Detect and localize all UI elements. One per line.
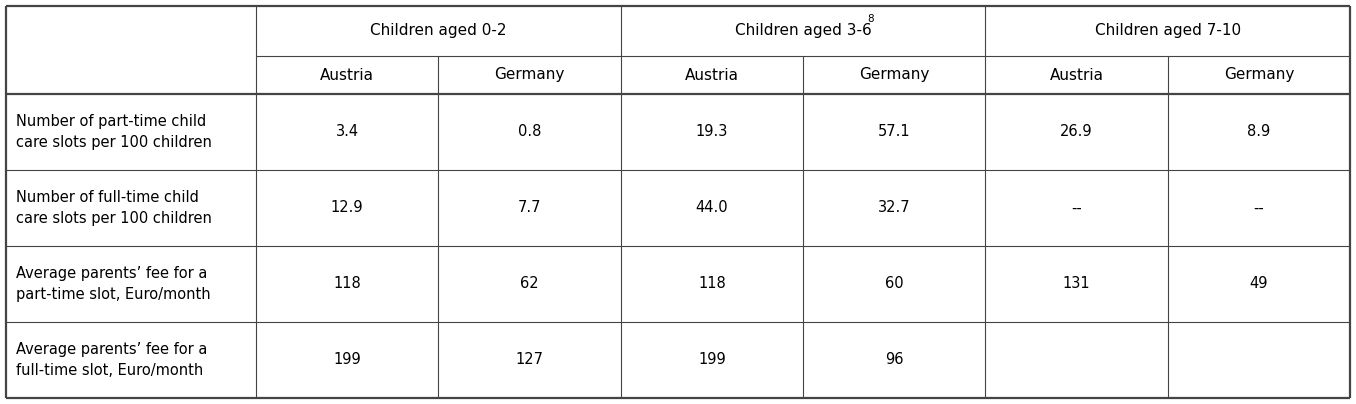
Text: Average parents’ fee for a
part-time slot, Euro/month: Average parents’ fee for a part-time slo… bbox=[16, 266, 210, 302]
Text: 32.7: 32.7 bbox=[877, 200, 910, 215]
Text: 26.9: 26.9 bbox=[1060, 124, 1093, 139]
Text: 96: 96 bbox=[885, 353, 903, 368]
Text: 199: 199 bbox=[698, 353, 725, 368]
Text: --: -- bbox=[1253, 200, 1264, 215]
Text: Number of part-time child
care slots per 100 children: Number of part-time child care slots per… bbox=[16, 114, 212, 150]
Text: 199: 199 bbox=[334, 353, 361, 368]
Text: 49: 49 bbox=[1250, 276, 1268, 292]
Text: Average parents’ fee for a
full-time slot, Euro/month: Average parents’ fee for a full-time slo… bbox=[16, 342, 207, 378]
Text: 131: 131 bbox=[1063, 276, 1090, 292]
Text: 3.4: 3.4 bbox=[335, 124, 359, 139]
Text: 60: 60 bbox=[885, 276, 903, 292]
Text: --: -- bbox=[1071, 200, 1082, 215]
Text: Number of full-time child
care slots per 100 children: Number of full-time child care slots per… bbox=[16, 190, 212, 226]
Text: 62: 62 bbox=[521, 276, 538, 292]
Text: 8.9: 8.9 bbox=[1248, 124, 1271, 139]
Text: 118: 118 bbox=[698, 276, 725, 292]
Text: 44.0: 44.0 bbox=[696, 200, 728, 215]
Text: 7.7: 7.7 bbox=[518, 200, 541, 215]
Text: Germany: Germany bbox=[858, 67, 929, 82]
Text: Children aged 7-10: Children aged 7-10 bbox=[1094, 23, 1241, 38]
Text: 12.9: 12.9 bbox=[331, 200, 363, 215]
Text: Austria: Austria bbox=[685, 67, 739, 82]
Text: Children aged 3-6: Children aged 3-6 bbox=[735, 23, 872, 38]
Text: Germany: Germany bbox=[1223, 67, 1294, 82]
Text: 118: 118 bbox=[334, 276, 361, 292]
Text: Germany: Germany bbox=[495, 67, 564, 82]
Text: 8: 8 bbox=[868, 15, 875, 25]
Text: 0.8: 0.8 bbox=[518, 124, 541, 139]
Text: Austria: Austria bbox=[1050, 67, 1104, 82]
Text: 57.1: 57.1 bbox=[877, 124, 910, 139]
Text: 19.3: 19.3 bbox=[696, 124, 728, 139]
Text: Children aged 0-2: Children aged 0-2 bbox=[370, 23, 507, 38]
Text: 127: 127 bbox=[515, 353, 544, 368]
Text: Austria: Austria bbox=[320, 67, 374, 82]
